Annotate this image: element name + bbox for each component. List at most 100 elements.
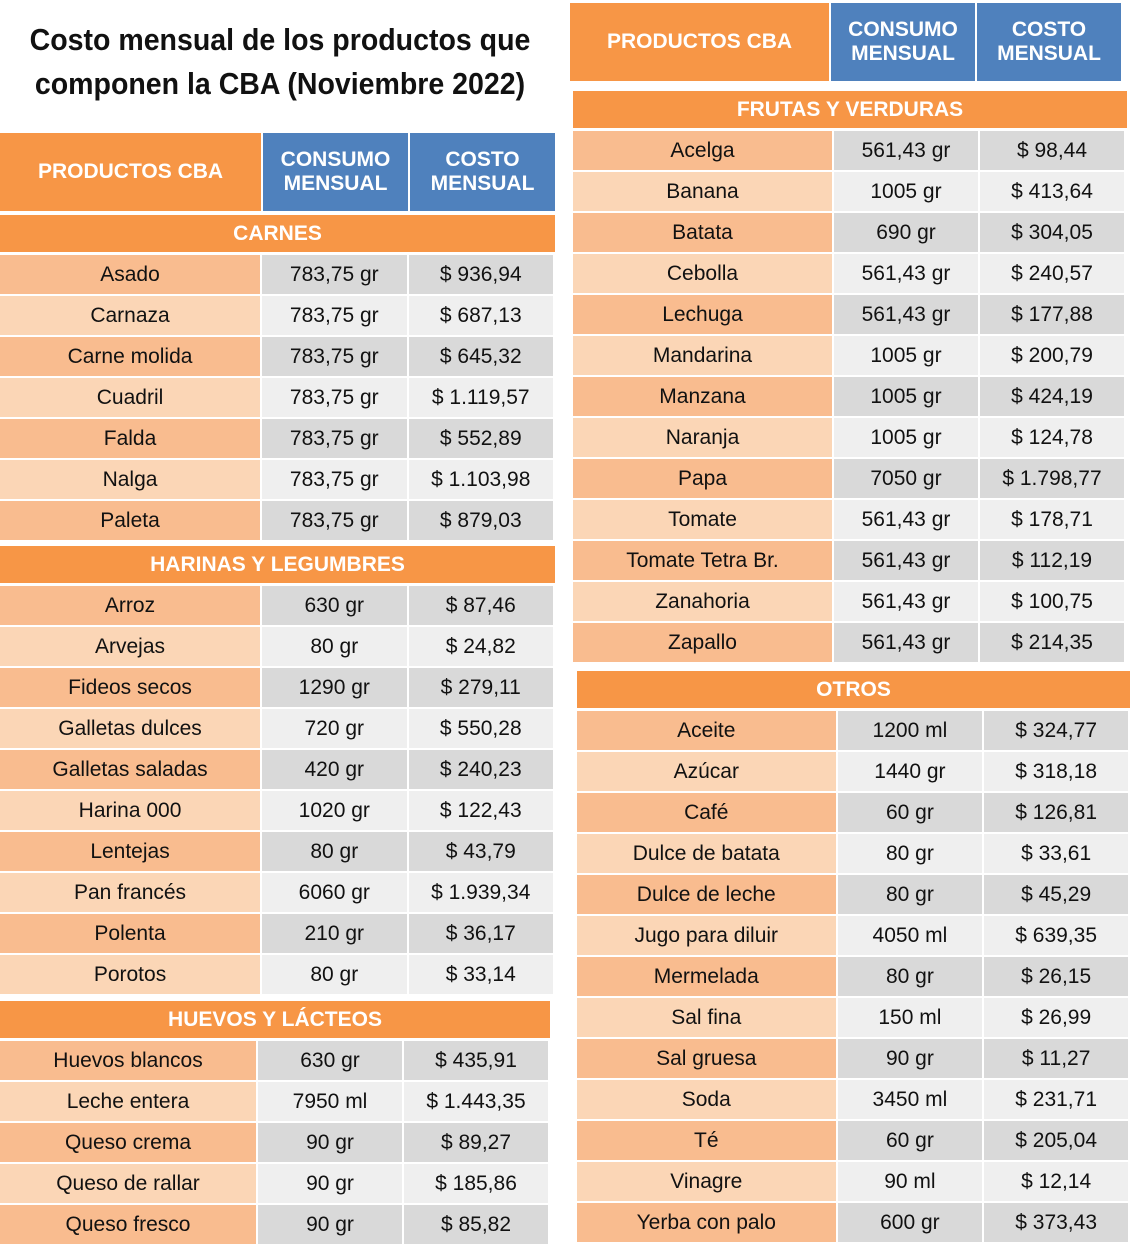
monthly-cost: $ 87,46 [408,586,553,625]
monthly-cost: $ 435,91 [404,1041,548,1080]
product-name: Cebolla [573,254,832,293]
monthly-consumption: 60 gr [837,1121,983,1160]
monthly-consumption: 561,43 gr [834,541,978,580]
table-row: Carne molida 783,75 gr $ 645,32 [0,337,555,376]
monthly-cost: $ 1.119,57 [408,378,553,417]
section-header: HUEVOS Y LÁCTEOS [0,1001,550,1038]
product-name: Arvejas [0,627,261,666]
monthly-consumption: 420 gr [262,750,407,789]
section-harinas: HARINAS Y LEGUMBRES Arroz 630 gr $ 87,46 Arv… [0,546,555,996]
monthly-consumption: 630 gr [258,1041,402,1080]
product-name: Arroz [0,586,261,625]
product-name: Asado [0,255,261,294]
product-name: Tomate [573,500,832,539]
page-title: Costo mensual de los productos que compo… [29,22,531,101]
product-name: Naranja [573,418,832,457]
monthly-cost: $ 1.443,35 [404,1082,548,1121]
monthly-cost: $ 1.798,77 [980,459,1124,498]
table-row: Lechuga 561,43 gr $ 177,88 [573,295,1127,334]
monthly-consumption: 1005 gr [834,377,978,416]
monthly-cost: $ 178,71 [980,500,1124,539]
monthly-consumption: 90 gr [258,1123,402,1162]
monthly-cost: $ 36,17 [408,914,553,953]
header-productos: PRODUCTOS CBA [570,3,829,81]
monthly-consumption: 561,43 gr [834,500,978,539]
monthly-cost: $ 240,57 [980,254,1124,293]
header-costo: COSTO MENSUAL [410,133,555,211]
table-row: Jugo para diluir 4050 ml $ 639,35 [577,916,1130,955]
product-name: Lechuga [573,295,832,334]
section-otros: OTROS Aceite 1200 ml $ 324,77 Azúcar 1440 gr $… [577,671,1130,1244]
monthly-consumption: 80 gr [262,627,407,666]
monthly-consumption: 690 gr [834,213,978,252]
product-name: Batata [573,213,832,252]
monthly-cost: $ 100,75 [980,582,1124,621]
monthly-cost: $ 1.939,34 [408,873,553,912]
table-row: Fideos secos 1290 gr $ 279,11 [0,668,555,707]
monthly-consumption: 1005 gr [834,172,978,211]
section-carnes: CARNES Asado 783,75 gr $ 936,94 Carnaza 783,7… [0,215,555,542]
table-row: Papa 7050 gr $ 1.798,77 [573,459,1127,498]
table-row: Queso de rallar 90 gr $ 185,86 [0,1164,550,1203]
monthly-consumption: 600 gr [837,1203,983,1242]
product-name: Sal fina [577,998,836,1037]
product-name: Soda [577,1080,836,1119]
monthly-consumption: 783,75 gr [262,419,407,458]
monthly-cost: $ 122,43 [408,791,553,830]
header-costo: COSTO MENSUAL [977,3,1121,81]
table-row: Asado 783,75 gr $ 936,94 [0,255,555,294]
monthly-cost: $ 214,35 [980,623,1124,662]
table-row: Queso crema 90 gr $ 89,27 [0,1123,550,1162]
monthly-consumption: 1440 gr [837,752,983,791]
monthly-consumption: 80 gr [262,955,407,994]
table-row: Manzana 1005 gr $ 424,19 [573,377,1127,416]
monthly-consumption: 561,43 gr [834,623,978,662]
table-row: Mermelada 80 gr $ 26,15 [577,957,1130,996]
table-row: Harina 000 1020 gr $ 122,43 [0,791,555,830]
product-name: Tomate Tetra Br. [573,541,832,580]
monthly-consumption: 150 ml [837,998,983,1037]
product-name: Mermelada [577,957,836,996]
table-row: Café 60 gr $ 126,81 [577,793,1130,832]
monthly-cost: $ 26,99 [984,998,1128,1037]
monthly-consumption: 783,75 gr [262,378,407,417]
monthly-cost: $ 12,14 [984,1162,1128,1201]
monthly-cost: $ 279,11 [408,668,553,707]
product-name: Dulce de batata [577,834,836,873]
table-row: Cuadril 783,75 gr $ 1.119,57 [0,378,555,417]
table-row: Dulce de batata 80 gr $ 33,61 [577,834,1130,873]
monthly-cost: $ 126,81 [984,793,1128,832]
monthly-consumption: 561,43 gr [834,254,978,293]
table-row: Tomate 561,43 gr $ 178,71 [573,500,1127,539]
product-name: Galletas saladas [0,750,261,789]
table-row: Polenta 210 gr $ 36,17 [0,914,555,953]
monthly-cost: $ 33,61 [984,834,1128,873]
section-header: OTROS [577,671,1130,708]
table-header-left: PRODUCTOS CBA CONSUMO MENSUAL COSTO MENS… [0,133,557,211]
table-row: Nalga 783,75 gr $ 1.103,98 [0,460,555,499]
product-name: Falda [0,419,261,458]
monthly-consumption: 783,75 gr [262,460,407,499]
monthly-cost: $ 552,89 [408,419,553,458]
monthly-cost: $ 11,27 [984,1039,1128,1078]
table-row: Vinagre 90 ml $ 12,14 [577,1162,1130,1201]
monthly-consumption: 1005 gr [834,418,978,457]
monthly-cost: $ 33,14 [408,955,553,994]
monthly-cost: $ 424,19 [980,377,1124,416]
table-row: Galletas saladas 420 gr $ 240,23 [0,750,555,789]
monthly-cost: $ 200,79 [980,336,1124,375]
monthly-cost: $ 687,13 [408,296,553,335]
table-row: Soda 3450 ml $ 231,71 [577,1080,1130,1119]
monthly-cost: $ 45,29 [984,875,1128,914]
product-name: Paleta [0,501,261,540]
header-productos: PRODUCTOS CBA [0,133,261,211]
table-row: Arvejas 80 gr $ 24,82 [0,627,555,666]
header-consumo: CONSUMO MENSUAL [263,133,408,211]
monthly-consumption: 1200 ml [837,711,983,750]
table-row: Naranja 1005 gr $ 124,78 [573,418,1127,457]
monthly-cost: $ 98,44 [980,131,1124,170]
product-name: Manzana [573,377,832,416]
table-row: Queso fresco 90 gr $ 85,82 [0,1205,550,1244]
monthly-cost: $ 318,18 [984,752,1128,791]
monthly-consumption: 6060 gr [262,873,407,912]
